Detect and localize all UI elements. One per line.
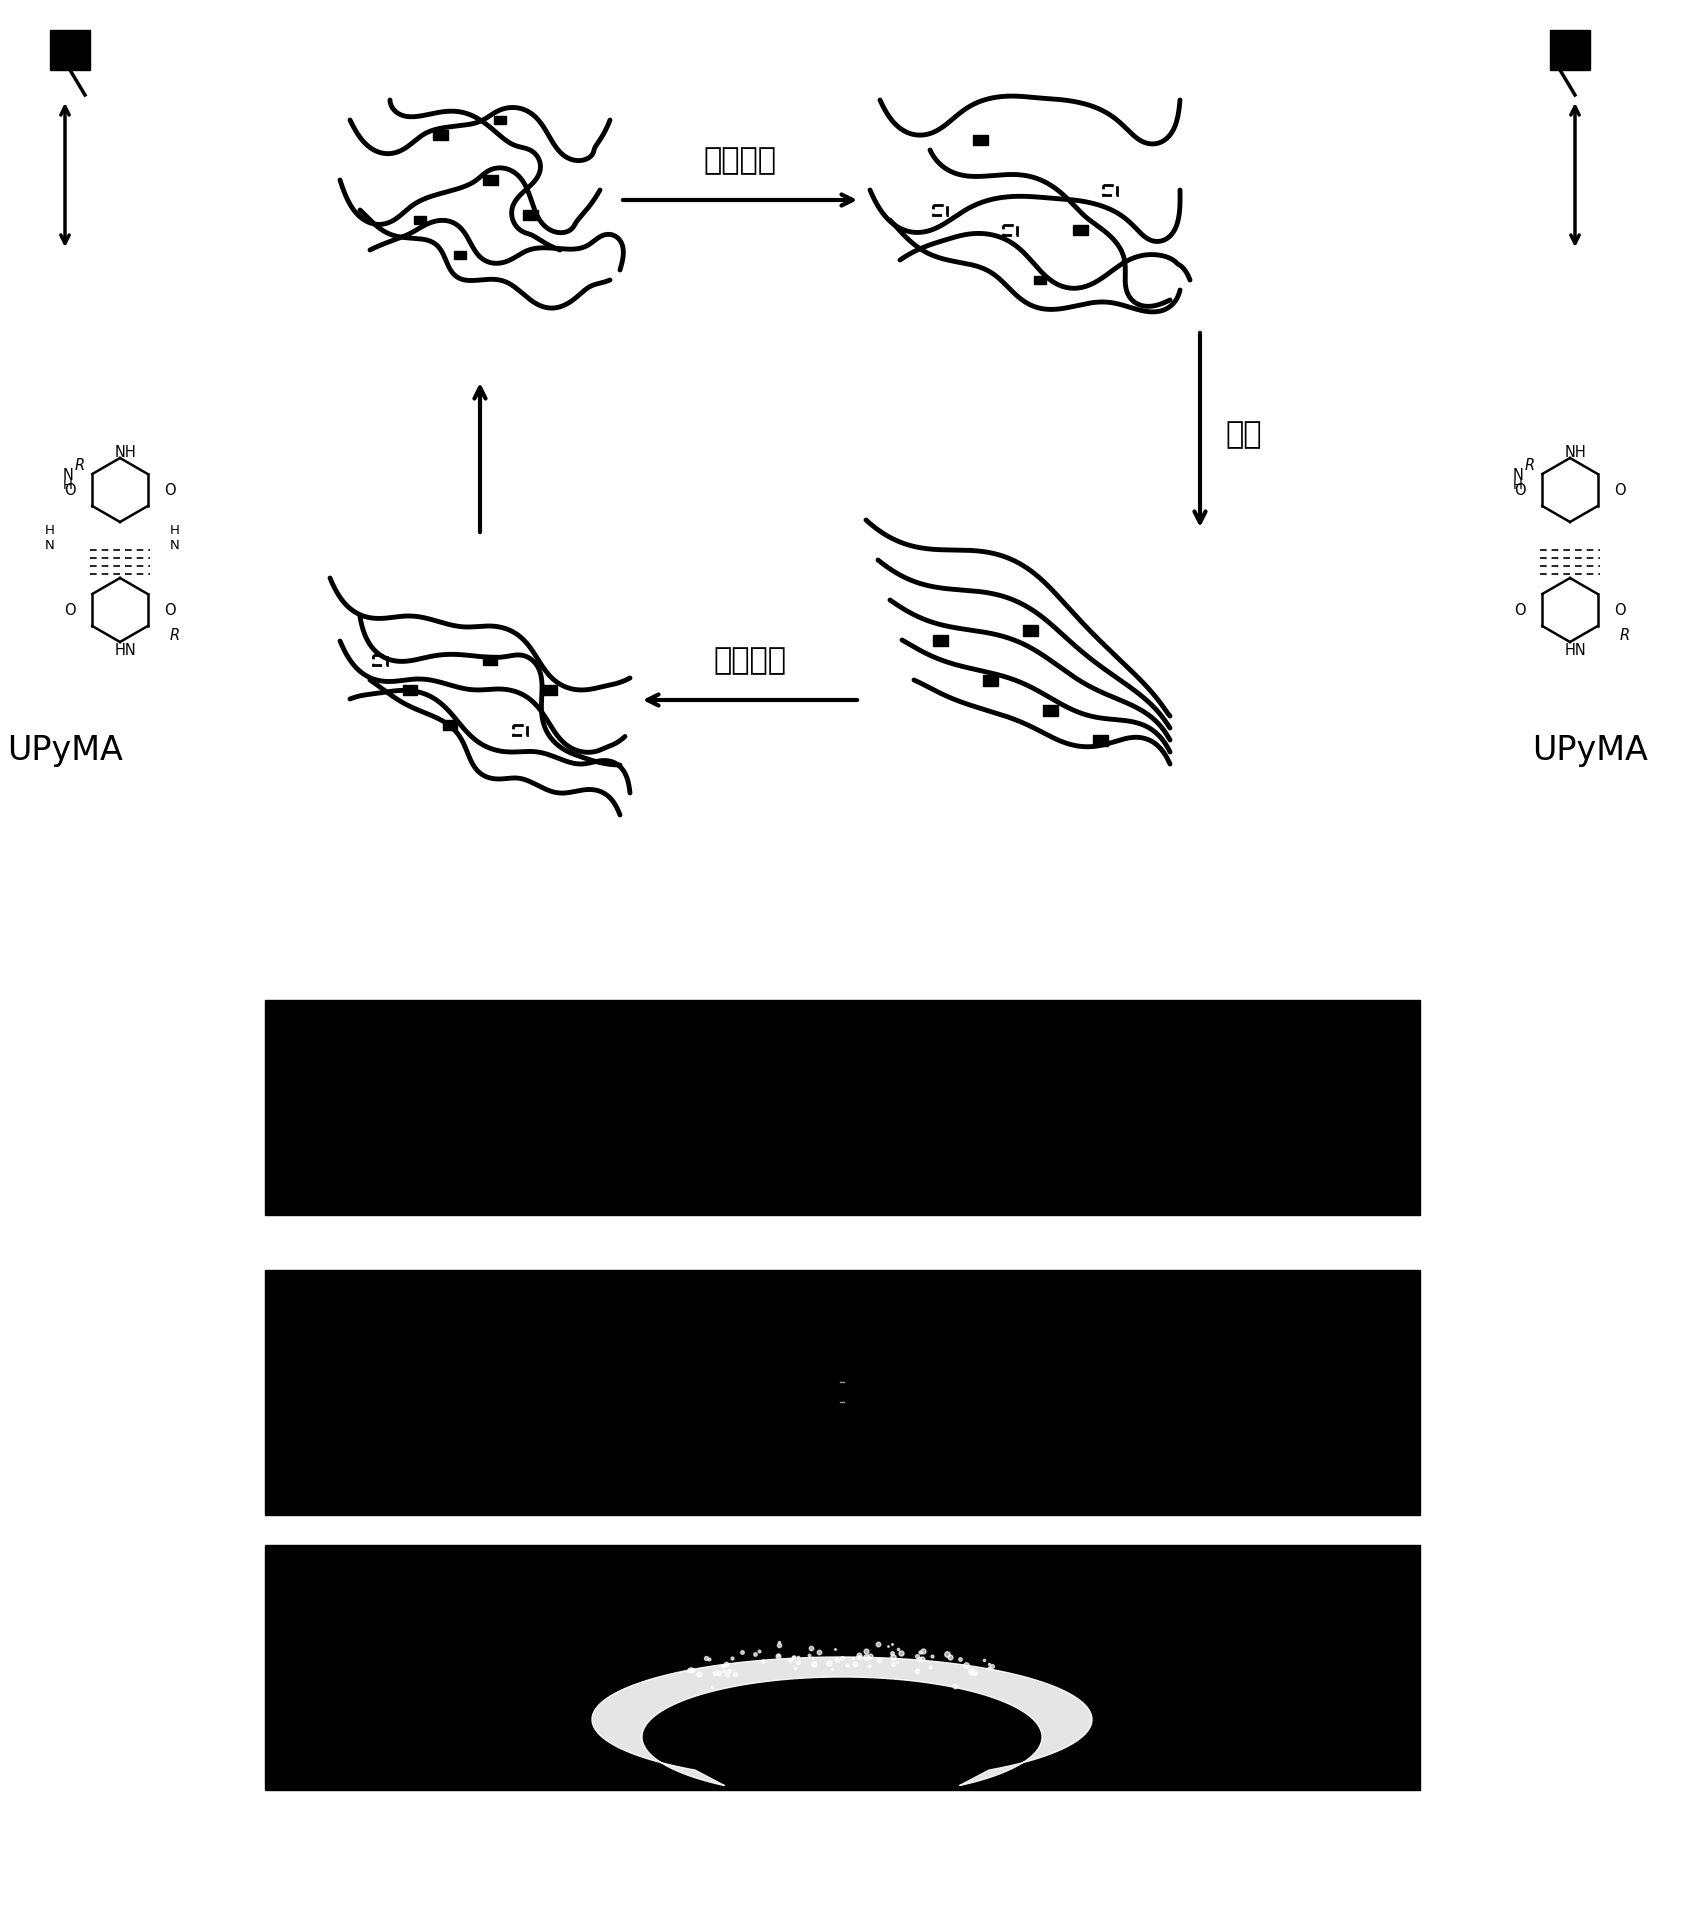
Text: O: O <box>164 603 176 618</box>
Bar <box>972 135 988 144</box>
Text: O: O <box>1513 483 1525 497</box>
Text: H: H <box>1513 478 1524 491</box>
Bar <box>414 216 426 223</box>
Bar <box>433 129 448 141</box>
Bar <box>453 250 467 258</box>
Text: 一定温度: 一定温度 <box>714 645 786 674</box>
Bar <box>265 1545 1420 1789</box>
Text: HN: HN <box>113 643 135 657</box>
Polygon shape <box>592 1656 1092 1785</box>
Bar <box>1023 624 1038 636</box>
Bar <box>1003 225 1016 235</box>
Bar <box>1092 734 1108 745</box>
Text: R: R <box>1620 628 1630 643</box>
Bar <box>932 634 947 645</box>
Bar <box>1103 185 1118 195</box>
Bar <box>374 655 387 664</box>
Text: N: N <box>1512 468 1524 483</box>
Text: NH: NH <box>113 445 135 460</box>
Text: 弯曲: 弯曲 <box>1224 420 1261 449</box>
Text: N: N <box>46 539 54 551</box>
Text: HN: HN <box>1564 643 1586 657</box>
Text: R: R <box>169 628 179 643</box>
Bar <box>512 724 528 736</box>
Bar <box>265 1269 1420 1516</box>
Bar <box>494 116 506 123</box>
Bar <box>1033 275 1047 283</box>
Text: R: R <box>74 458 85 472</box>
Bar <box>1042 705 1057 715</box>
Bar <box>484 655 497 664</box>
Bar <box>51 31 90 69</box>
Text: O: O <box>64 603 76 618</box>
Bar <box>1551 31 1590 69</box>
Bar <box>543 686 556 695</box>
Text: O: O <box>1513 603 1525 618</box>
Text: NH: NH <box>1564 445 1586 460</box>
Text: O: O <box>164 483 176 497</box>
Bar <box>523 210 538 220</box>
Text: 一定温度: 一定温度 <box>703 146 776 175</box>
Text: N: N <box>63 468 73 483</box>
Text: UPyMA: UPyMA <box>7 734 123 767</box>
Text: N: N <box>171 539 179 551</box>
Bar <box>443 720 457 730</box>
Bar <box>1072 225 1087 235</box>
Bar <box>402 686 418 695</box>
Bar <box>482 175 497 185</box>
Bar <box>265 1000 1420 1215</box>
Text: UPyMA: UPyMA <box>1532 734 1649 767</box>
Bar <box>982 674 998 686</box>
Text: O: O <box>1615 483 1625 497</box>
Text: O: O <box>1615 603 1625 618</box>
Text: H: H <box>171 524 179 537</box>
Bar <box>933 204 947 216</box>
Text: R: R <box>1525 458 1535 472</box>
Text: O: O <box>64 483 76 497</box>
Text: H: H <box>46 524 54 537</box>
Text: H: H <box>63 478 73 491</box>
